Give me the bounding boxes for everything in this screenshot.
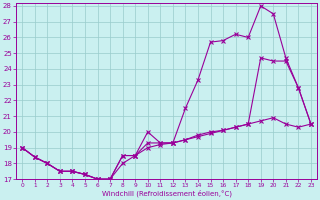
X-axis label: Windchill (Refroidissement éolien,°C): Windchill (Refroidissement éolien,°C) — [101, 190, 232, 197]
